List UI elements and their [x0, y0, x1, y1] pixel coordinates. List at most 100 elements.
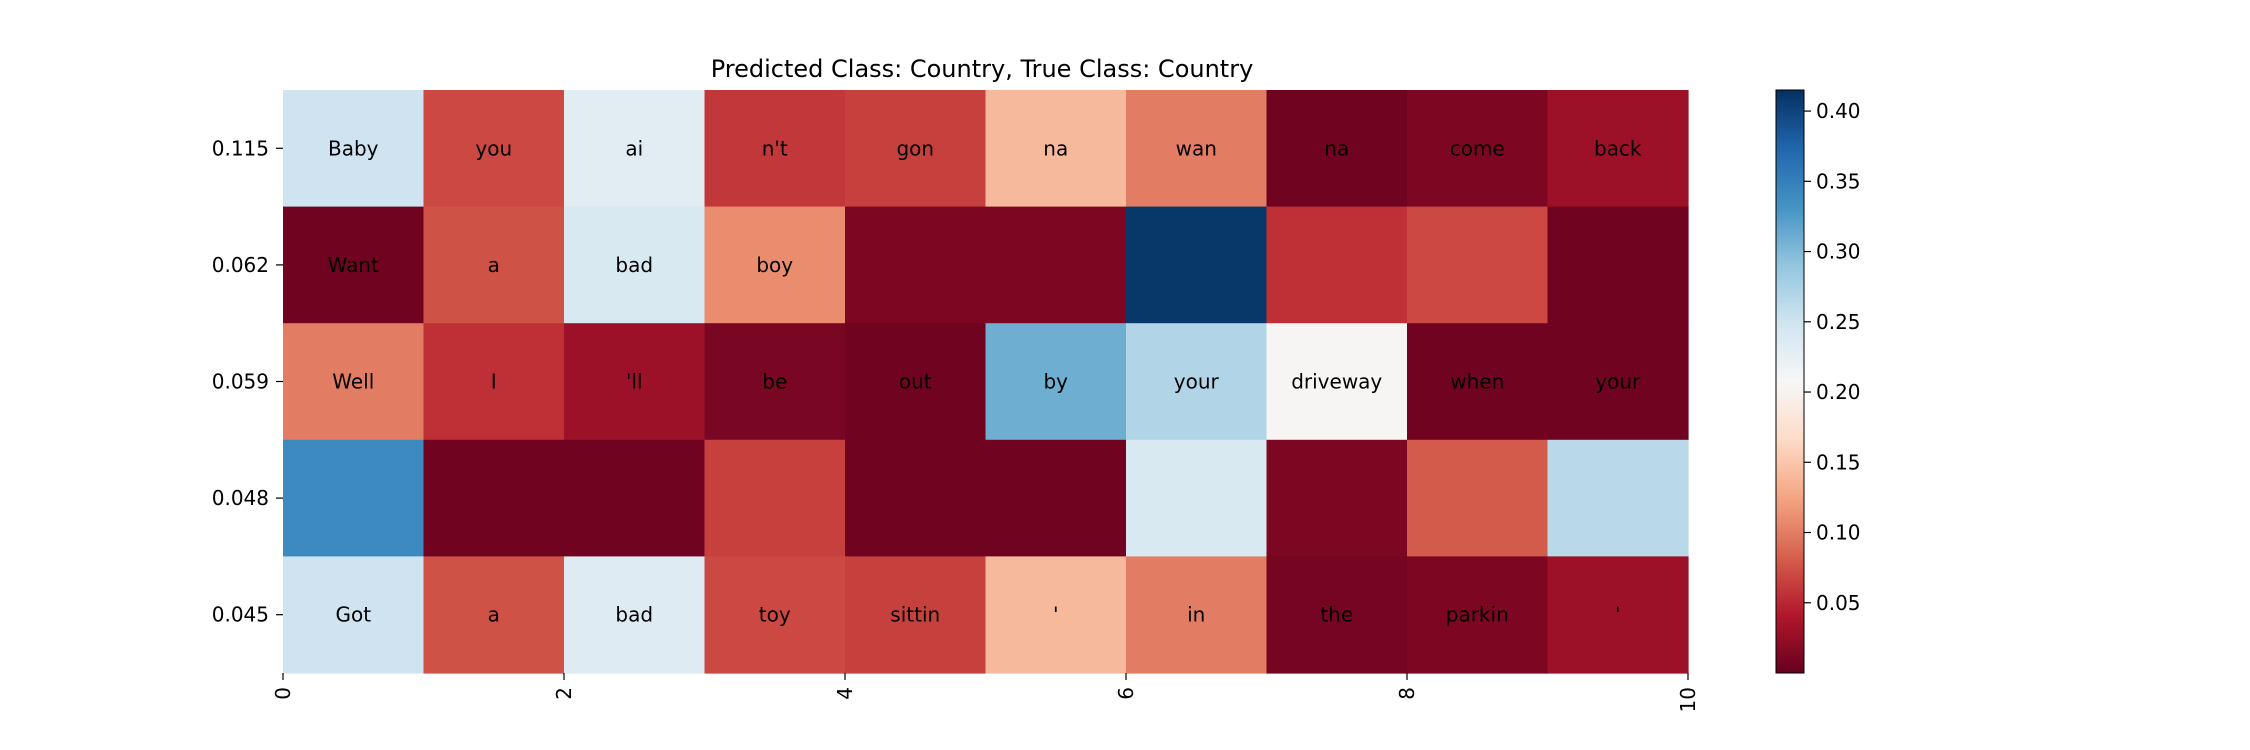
cell-token: ' — [1615, 603, 1621, 627]
heatmap-cell — [704, 556, 846, 674]
cell-token: bad — [615, 603, 653, 627]
heatmap-cell — [1547, 323, 1689, 441]
heatmap-cell — [985, 90, 1127, 208]
heatmap-cell — [564, 556, 706, 674]
x-tick-label: 6 — [1114, 687, 1138, 700]
heatmap-cell — [1407, 323, 1549, 441]
colorbar-tick-label: 0.40 — [1816, 99, 1861, 123]
colorbar-tick-label: 0.35 — [1816, 169, 1861, 193]
chart-title: Predicted Class: Country, True Class: Co… — [711, 55, 1254, 83]
heatmap-cell — [1547, 206, 1689, 324]
heatmap-cell — [704, 439, 846, 557]
cell-token: ' — [1053, 603, 1059, 627]
cell-token: Got — [335, 603, 371, 627]
heatmap-cell — [423, 439, 565, 557]
row-label: 0.062 — [212, 253, 269, 277]
cell-token: when — [1450, 370, 1504, 394]
cell-token: I — [491, 370, 497, 394]
heatmap-cell — [1266, 439, 1408, 557]
colorbar: 0.05 0.10 0.15 0.20 0.25 0.30 0.35 0.40 — [1775, 89, 1861, 674]
colorbar-tick-label: 0.10 — [1816, 521, 1861, 545]
heatmap-cell — [423, 206, 565, 324]
cell-token: boy — [756, 253, 793, 277]
cell-token: Baby — [328, 136, 379, 160]
cell-token: toy — [759, 603, 791, 627]
heatmap-cell — [845, 323, 987, 441]
cell-token: you — [475, 136, 512, 160]
heatmap-cell — [1547, 90, 1689, 208]
heatmap-cell — [1266, 206, 1408, 324]
cell-token: n't — [762, 136, 788, 160]
heatmap-cell — [283, 206, 425, 324]
heatmap-cell — [704, 90, 846, 208]
x-tick-label: 0 — [271, 687, 295, 700]
heatmap-cell — [1126, 206, 1268, 324]
row-label: 0.115 — [212, 136, 269, 160]
cell-token: 'll — [626, 370, 643, 394]
cell-token: a — [488, 253, 500, 277]
heatmap-cell — [704, 206, 846, 324]
heatmap-cell — [1407, 439, 1549, 557]
cell-token: back — [1594, 136, 1642, 160]
heatmap-cell — [423, 556, 565, 674]
cell-token: a — [488, 603, 500, 627]
heatmap-cell — [845, 206, 987, 324]
heatmap-cell — [283, 439, 425, 557]
cell-token: your — [1595, 370, 1641, 394]
heatmap-cell — [423, 323, 565, 441]
cell-token: in — [1187, 603, 1205, 627]
heatmap-cell — [985, 323, 1127, 441]
heatmap-cell — [985, 439, 1127, 557]
cell-token: come — [1450, 136, 1505, 160]
x-tick-label: 8 — [1395, 687, 1419, 700]
colorbar-tick-label: 0.15 — [1816, 450, 1861, 474]
heatmap-cell — [1266, 90, 1408, 208]
heatmap-cell — [1407, 206, 1549, 324]
heatmap-cell — [283, 90, 425, 208]
colorbar-tick-label: 0.05 — [1816, 591, 1861, 615]
heatmap-cell — [1126, 556, 1268, 674]
cell-token: be — [762, 370, 787, 394]
row-label: 0.045 — [212, 603, 269, 627]
heatmap-cell — [564, 206, 706, 324]
cell-token: the — [1320, 603, 1353, 627]
heatmap-cell — [1547, 556, 1689, 674]
heatmap-cell — [845, 556, 987, 674]
heatmap-cell — [1407, 90, 1549, 208]
heatmap-cell — [985, 556, 1127, 674]
heatmap-cell — [704, 323, 846, 441]
heatmap-cell — [845, 90, 987, 208]
heatmap-cell — [1266, 556, 1408, 674]
heatmap-cell — [423, 90, 565, 208]
colorbar-tick-label: 0.25 — [1816, 310, 1861, 334]
heatmap-cell — [1547, 439, 1689, 557]
cell-token: sittin — [890, 603, 940, 627]
cell-token: gon — [896, 136, 934, 160]
cell-token: out — [899, 370, 932, 394]
x-tick-label: 2 — [552, 687, 576, 700]
heatmap-cell — [985, 206, 1127, 324]
cell-token: bad — [615, 253, 653, 277]
cell-token: ai — [625, 136, 643, 160]
heatmap-cell — [1126, 323, 1268, 441]
heatmap-cell — [283, 556, 425, 674]
cell-token: na — [1043, 136, 1068, 160]
heatmap-cell — [845, 439, 987, 557]
x-tick-label: 10 — [1676, 687, 1700, 712]
cell-token: Well — [332, 370, 374, 394]
heatmap-cell — [1126, 439, 1268, 557]
row-label: 0.059 — [212, 370, 269, 394]
colorbar-tick-label: 0.20 — [1816, 380, 1861, 404]
cell-token: by — [1043, 370, 1068, 394]
cell-token: driveway — [1291, 370, 1382, 394]
heatmap-cell — [1266, 323, 1408, 441]
row-labels: 0.115 0.062 0.059 0.048 0.045 — [212, 136, 283, 627]
colorbar-tick-label: 0.30 — [1816, 240, 1861, 264]
x-tick-label: 4 — [833, 687, 857, 700]
heatmap-cell — [564, 323, 706, 441]
heatmap-cell — [564, 90, 706, 208]
cell-token: wan — [1176, 136, 1217, 160]
heatmap-cell — [283, 323, 425, 441]
cell-token: parkin — [1446, 603, 1509, 627]
